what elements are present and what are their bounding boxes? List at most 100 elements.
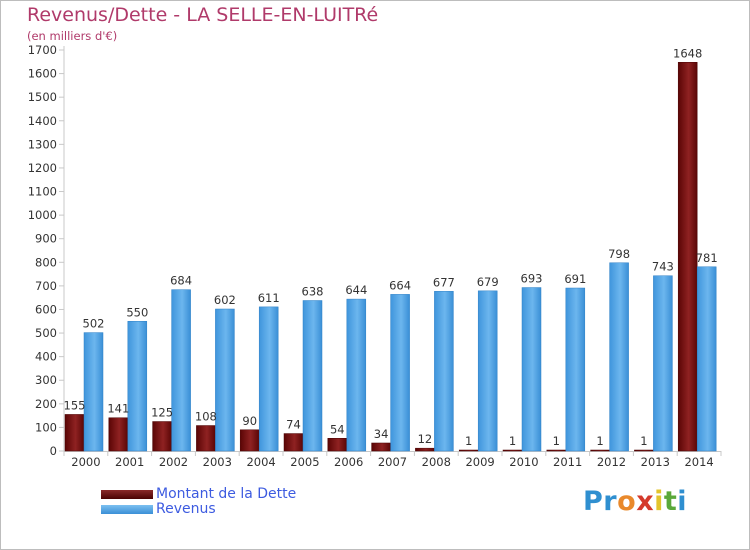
bar-revenue: [127, 321, 148, 452]
data-label-debt: 108: [195, 410, 217, 424]
data-label-debt: 34: [374, 427, 389, 441]
data-label-debt: 1: [596, 434, 603, 448]
x-tick-label: 2013: [641, 455, 670, 469]
legend-swatch-revenue: [101, 505, 153, 514]
x-tick-label: 2005: [290, 455, 319, 469]
data-label-revenue: 502: [83, 317, 105, 331]
chart-data-labels: 155 502 141 550 125 684 108 602 90 611 74 638 54 644 3…: [64, 46, 718, 448]
data-label-debt: 125: [151, 406, 173, 420]
bar-revenue: [302, 300, 323, 452]
logo-letter: i: [677, 486, 688, 517]
legend-label-revenue: Revenus: [156, 501, 216, 517]
chart-legend: Montant de la Dette Revenus: [101, 485, 401, 521]
data-label-revenue: 644: [345, 283, 367, 297]
data-label-revenue: 693: [521, 272, 543, 286]
bar-debt: [458, 449, 479, 452]
bar-debt: [371, 442, 391, 452]
data-label-revenue: 550: [126, 305, 148, 319]
y-tick-label: 300: [35, 373, 57, 387]
legend-swatch-debt: [101, 490, 153, 499]
data-label-revenue: 743: [652, 260, 674, 274]
bar-debt: [502, 449, 523, 452]
bar-debt: [64, 414, 85, 452]
x-tick-label: 2004: [246, 455, 275, 469]
x-tick-label: 2008: [422, 455, 451, 469]
bar-revenue: [477, 290, 498, 452]
data-label-debt: 54: [330, 422, 345, 436]
x-tick-label: 2012: [597, 455, 626, 469]
bar-revenue: [609, 262, 629, 452]
data-label-revenue: 684: [170, 274, 192, 288]
y-tick-label: 1100: [28, 185, 57, 199]
data-label-debt: 1: [640, 434, 647, 448]
chart-unit-label: (en milliers d'€): [27, 29, 118, 43]
bar-debt: [196, 425, 216, 452]
data-label-revenue: 638: [302, 285, 324, 299]
data-label-debt: 1: [465, 434, 472, 448]
bar-revenue: [565, 287, 586, 452]
legend-label-debt: Montant de la Dette: [156, 486, 297, 502]
x-tick-label: 2006: [334, 455, 363, 469]
y-tick-label: 900: [35, 232, 57, 246]
data-label-revenue: 677: [433, 275, 455, 289]
y-tick-label: 700: [35, 279, 57, 293]
bar-debt: [283, 433, 304, 452]
data-label-debt: 74: [286, 418, 301, 432]
bar-revenue: [215, 308, 235, 452]
bar-revenue: [521, 287, 542, 452]
x-tick-label: 2014: [684, 455, 713, 469]
y-tick-label: 1500: [28, 90, 57, 104]
data-label-revenue: 679: [477, 275, 499, 289]
x-tick-label: 2011: [553, 455, 582, 469]
bar-revenue: [346, 298, 367, 452]
chart-axes: 0100200300400500600700800900100011001200…: [28, 43, 722, 469]
x-tick-label: 2001: [115, 455, 144, 469]
chart-title: Revenus/Dette - LA SELLE-EN-LUITRé: [27, 4, 379, 26]
data-label-debt: 1648: [673, 46, 702, 60]
y-tick-label: 500: [35, 326, 57, 340]
data-label-revenue: 781: [696, 251, 718, 265]
y-tick-label: 600: [35, 302, 57, 316]
bar-debt: [634, 449, 654, 452]
bar-debt: [108, 417, 129, 452]
x-tick-label: 2000: [71, 455, 100, 469]
data-label-debt: 1: [509, 434, 516, 448]
y-tick-label: 400: [35, 350, 57, 364]
bar-debt: [415, 447, 435, 452]
data-label-debt: 90: [242, 414, 257, 428]
logo-letter: r: [603, 486, 618, 517]
logo-letter: P: [583, 486, 604, 517]
x-tick-label: 2010: [509, 455, 538, 469]
logo-letter: i: [654, 486, 664, 517]
chart-bars: [64, 62, 717, 452]
bar-revenue: [171, 289, 191, 452]
x-tick-label: 2007: [378, 455, 407, 469]
data-label-debt: 1: [553, 434, 560, 448]
data-label-debt: 155: [64, 398, 86, 412]
data-label-revenue: 664: [389, 278, 411, 292]
y-tick-label: 1400: [28, 114, 57, 128]
bar-debt: [590, 449, 610, 452]
x-tick-label: 2002: [159, 455, 188, 469]
logo-letter: o: [617, 486, 637, 517]
y-tick-label: 200: [35, 397, 57, 411]
bar-revenue: [653, 275, 673, 452]
bar-debt: [546, 449, 567, 452]
logo-letter: t: [663, 486, 678, 517]
bar-revenue: [83, 332, 104, 452]
bar-revenue: [258, 306, 279, 452]
y-tick-label: 800: [35, 255, 57, 269]
bar-revenue: [434, 291, 454, 452]
data-label-revenue: 611: [258, 291, 280, 305]
bar-debt: [152, 421, 172, 452]
y-tick-label: 1200: [28, 161, 57, 175]
y-tick-label: 100: [35, 420, 57, 434]
y-tick-label: 1000: [28, 208, 57, 222]
data-label-debt: 141: [107, 402, 129, 416]
data-label-revenue: 602: [214, 293, 236, 307]
logo-letter: x: [636, 486, 655, 517]
data-label-revenue: 691: [564, 272, 586, 286]
data-label-debt: 12: [418, 432, 433, 446]
bar-debt: [677, 62, 698, 452]
